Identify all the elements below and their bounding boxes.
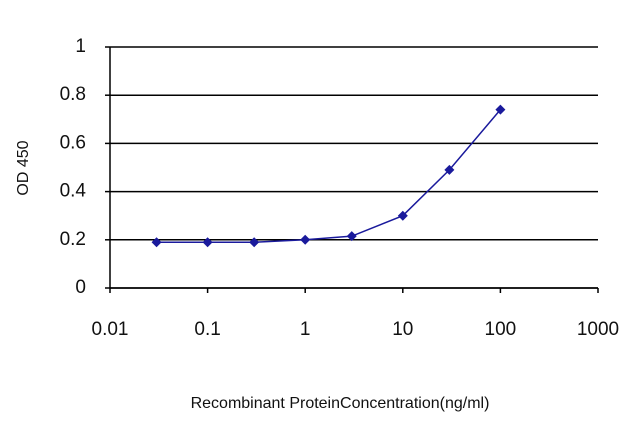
- y-tick-label: 0.4: [60, 181, 87, 202]
- data-line: [156, 109, 501, 243]
- y-tick-label: 0.8: [60, 84, 86, 105]
- y-tick-label: 0: [75, 277, 86, 298]
- x-tick-label: 100: [485, 319, 517, 340]
- x-tick-label: 1000: [577, 319, 619, 340]
- x-tick-label: 0.01: [92, 319, 129, 340]
- data-point: [346, 231, 357, 242]
- data-point: [202, 237, 213, 248]
- data-point: [249, 237, 260, 248]
- data-point: [300, 234, 311, 245]
- data-point: [397, 210, 408, 221]
- data-point: [444, 164, 455, 175]
- x-axis-label: Recombinant ProteinConcentration(ng/ml): [191, 395, 490, 412]
- data-point: [495, 104, 506, 115]
- data-point: [151, 237, 162, 248]
- x-tick-label: 0.1: [194, 319, 220, 340]
- x-tick-label: 10: [392, 319, 413, 340]
- y-tick-label: 0.6: [60, 132, 86, 153]
- x-tick-label: 1: [300, 319, 311, 340]
- y-axis-label: OD 450: [15, 140, 32, 195]
- y-tick-label: 0.2: [60, 229, 86, 250]
- y-tick-label: 1: [75, 36, 86, 57]
